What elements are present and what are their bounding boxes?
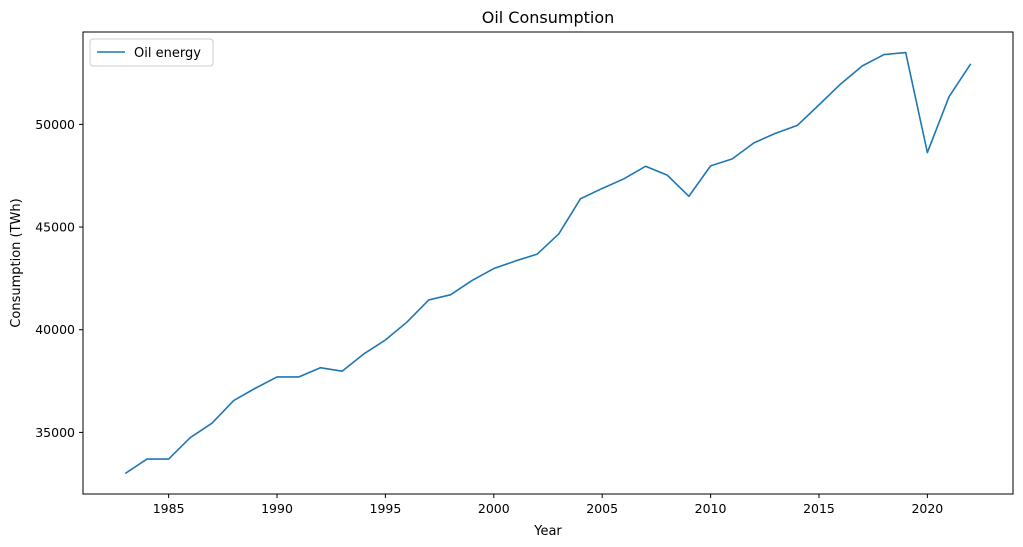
x-tick-label: 2005 bbox=[586, 501, 618, 516]
x-tick-label: 1995 bbox=[370, 501, 402, 516]
x-tick-label: 2010 bbox=[695, 501, 727, 516]
y-axis-label: Consumption (TWh) bbox=[9, 198, 24, 327]
x-tick-label: 1990 bbox=[261, 501, 293, 516]
x-tick-label: 2000 bbox=[478, 501, 510, 516]
legend-box bbox=[89, 38, 214, 67]
x-tick-label: 2020 bbox=[911, 501, 943, 516]
x-tick-label: 2015 bbox=[803, 501, 835, 516]
legend-label-oil-energy: Oil energy bbox=[134, 46, 201, 61]
series-layer bbox=[124, 51, 972, 475]
y-axis: 35000 40000 45000 50000 bbox=[35, 117, 83, 440]
series-line-oil-energy bbox=[124, 51, 972, 475]
x-axis: 1985 1990 1995 2000 2005 2010 2015 2020 bbox=[153, 494, 943, 516]
chart-title: Oil Consumption bbox=[482, 8, 615, 27]
y-tick-label: 35000 bbox=[35, 425, 75, 440]
x-tick-label: 1985 bbox=[153, 501, 185, 516]
plot-area-frame bbox=[82, 31, 1014, 495]
y-tick-label: 45000 bbox=[35, 220, 75, 235]
y-tick-label: 50000 bbox=[35, 117, 75, 132]
legend: Oil energy bbox=[89, 38, 214, 67]
y-tick-label: 40000 bbox=[35, 322, 75, 337]
x-axis-label: Year bbox=[533, 524, 562, 539]
